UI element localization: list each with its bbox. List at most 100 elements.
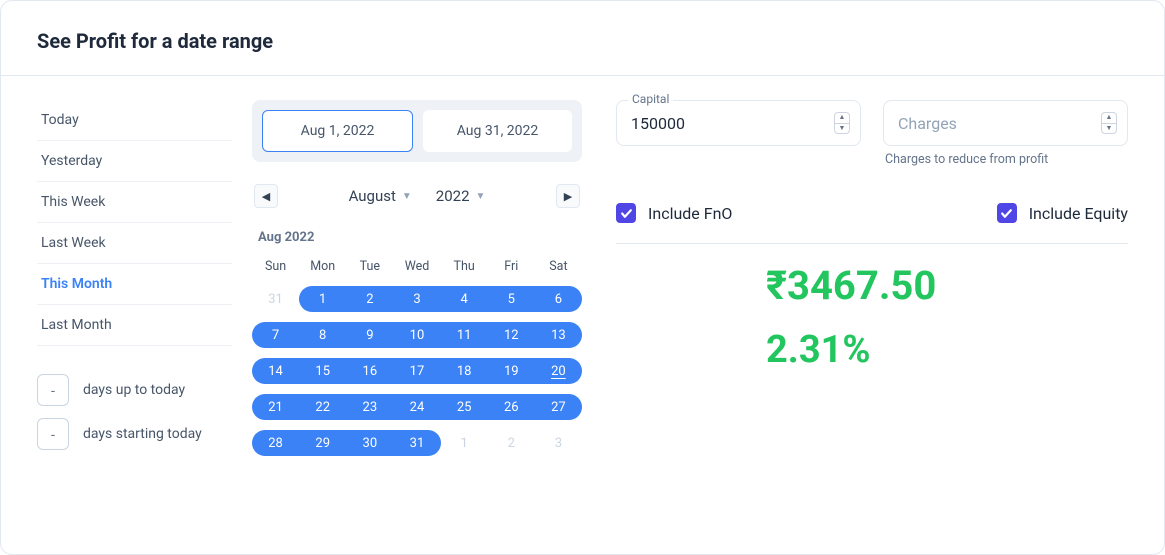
calendar-day[interactable]: 19 <box>488 358 535 384</box>
calendar-day[interactable]: 15 <box>299 358 346 384</box>
profit-percent: 2.31% <box>766 328 1128 374</box>
page-title: See Profit for a date range <box>37 29 1128 53</box>
chevron-down-icon: ▼ <box>476 191 486 202</box>
calendar-day[interactable]: 3 <box>393 286 440 312</box>
calendar-day[interactable]: 22 <box>299 394 346 420</box>
calendar-dow: Sun <box>252 255 299 278</box>
chevron-right-icon: ▶ <box>564 190 572 203</box>
calendar-nav-center: August ▼ 2022 ▼ <box>349 187 486 205</box>
calendar-row: 14151617181920 <box>252 358 582 384</box>
month-select[interactable]: August ▼ <box>349 187 412 205</box>
calendar-day[interactable]: 2 <box>488 430 535 456</box>
stepper-down-icon[interactable]: ▼ <box>835 124 849 134</box>
preset-spacer <box>37 346 232 368</box>
chevron-down-icon: ▼ <box>402 191 412 202</box>
calendar-body: 3112345678910111213141516171819202122232… <box>252 286 582 456</box>
preset-item[interactable]: This Month <box>37 264 232 305</box>
include-equity-checkbox[interactable]: Include Equity <box>997 203 1128 223</box>
calendar-day[interactable]: 29 <box>299 430 346 456</box>
calendar-day[interactable]: 11 <box>441 322 488 348</box>
calendar-day[interactable]: 10 <box>393 322 440 348</box>
calendar-day[interactable]: 26 <box>488 394 535 420</box>
capital-field-wrap: Capital 150000 ▲ ▼ <box>616 100 861 167</box>
card-body: TodayYesterdayThis WeekLast WeekThis Mon… <box>1 76 1164 490</box>
calendar-day[interactable]: 21 <box>252 394 299 420</box>
calendar-day[interactable]: 14 <box>252 358 299 384</box>
custom-days-before-label: days up to today <box>83 382 185 398</box>
calendar-day[interactable]: 25 <box>441 394 488 420</box>
calendar-day[interactable]: 4 <box>441 286 488 312</box>
calendar-day[interactable]: 18 <box>441 358 488 384</box>
preset-item[interactable]: Last Week <box>37 223 232 264</box>
profit-range-card: See Profit for a date range TodayYesterd… <box>0 0 1165 555</box>
calendar-day[interactable]: 27 <box>535 394 582 420</box>
calendar-day[interactable]: 7 <box>252 322 299 348</box>
month-select-label: August <box>349 187 396 205</box>
right-panel: Capital 150000 ▲ ▼ Charges ▲ ▼ <box>602 100 1128 466</box>
calendar-day[interactable]: 1 <box>299 286 346 312</box>
capital-value: 150000 <box>631 114 685 133</box>
calendar-day[interactable]: 9 <box>346 322 393 348</box>
calendar-day[interactable]: 23 <box>346 394 393 420</box>
card-header: See Profit for a date range <box>1 1 1164 76</box>
calendar-row: 78910111213 <box>252 322 582 348</box>
custom-days-before-input[interactable] <box>37 374 69 406</box>
range-start-button[interactable]: Aug 1, 2022 <box>262 110 413 152</box>
calendar-day[interactable]: 12 <box>488 322 535 348</box>
calendar-row: 31123456 <box>252 286 582 312</box>
charges-input[interactable]: Charges ▲ ▼ <box>883 100 1128 146</box>
calendar-day[interactable]: 28 <box>252 430 299 456</box>
include-equity-label: Include Equity <box>1029 204 1128 223</box>
year-select[interactable]: 2022 ▼ <box>436 187 486 205</box>
custom-days-after-row: days starting today <box>37 412 232 456</box>
calendar-row: 28293031123 <box>252 430 582 456</box>
results: ₹3467.50 2.31% <box>616 262 1128 374</box>
capital-label: Capital <box>628 92 673 106</box>
capital-input[interactable]: 150000 ▲ ▼ <box>616 100 861 146</box>
calendar-day[interactable]: 3 <box>535 430 582 456</box>
calendar-day[interactable]: 6 <box>535 286 582 312</box>
calendar-day[interactable]: 13 <box>535 322 582 348</box>
custom-days-after-input[interactable] <box>37 418 69 450</box>
preset-item[interactable]: Last Month <box>37 305 232 346</box>
custom-days-after-label: days starting today <box>83 426 202 442</box>
calendar-dow-row: SunMonTueWedThuFriSat <box>252 255 582 278</box>
calendar-nav: ◀ August ▼ 2022 ▼ ▶ <box>252 184 582 208</box>
calendar-day[interactable]: 2 <box>346 286 393 312</box>
stepper-up-icon[interactable]: ▲ <box>835 113 849 124</box>
stepper-down-icon[interactable]: ▼ <box>1102 124 1116 134</box>
calendar-day[interactable]: 31 <box>393 430 440 456</box>
include-fno-checkbox[interactable]: Include FnO <box>616 203 732 223</box>
inputs-row: Capital 150000 ▲ ▼ Charges ▲ ▼ <box>616 100 1128 167</box>
preset-item[interactable]: This Week <box>37 182 232 223</box>
calendar-day[interactable]: 5 <box>488 286 535 312</box>
calendar-panel: Aug 1, 2022 Aug 31, 2022 ◀ August ▼ 2022… <box>252 100 582 466</box>
calendar-dow: Sat <box>535 255 582 278</box>
calendar-day[interactable]: 17 <box>393 358 440 384</box>
calendar-dow: Tue <box>346 255 393 278</box>
calendar-dow: Thu <box>441 255 488 278</box>
calendar-dow: Fri <box>488 255 535 278</box>
calendar-month-label: Aug 2022 <box>252 230 582 245</box>
range-end-button[interactable]: Aug 31, 2022 <box>423 110 572 152</box>
calendar-day[interactable]: 20 <box>535 358 582 384</box>
calendar-day[interactable]: 8 <box>299 322 346 348</box>
charges-field-wrap: Charges ▲ ▼ Charges to reduce from profi… <box>883 100 1128 167</box>
calendar-day[interactable]: 1 <box>441 430 488 456</box>
capital-stepper[interactable]: ▲ ▼ <box>834 112 850 134</box>
calendar-dow: Mon <box>299 255 346 278</box>
preset-list: TodayYesterdayThis WeekLast WeekThis Mon… <box>37 100 232 466</box>
calendar-day[interactable]: 30 <box>346 430 393 456</box>
calendar-day[interactable]: 31 <box>252 286 299 312</box>
stepper-up-icon[interactable]: ▲ <box>1102 113 1116 124</box>
next-month-button[interactable]: ▶ <box>556 184 580 208</box>
calendar-day[interactable]: 16 <box>346 358 393 384</box>
checks-row: Include FnO Include Equity <box>616 203 1128 244</box>
calendar-dow: Wed <box>393 255 440 278</box>
preset-item[interactable]: Yesterday <box>37 141 232 182</box>
prev-month-button[interactable]: ◀ <box>254 184 278 208</box>
calendar-day[interactable]: 24 <box>393 394 440 420</box>
preset-item[interactable]: Today <box>37 100 232 141</box>
charges-stepper[interactable]: ▲ ▼ <box>1101 112 1117 134</box>
custom-days-before-row: days up to today <box>37 368 232 412</box>
